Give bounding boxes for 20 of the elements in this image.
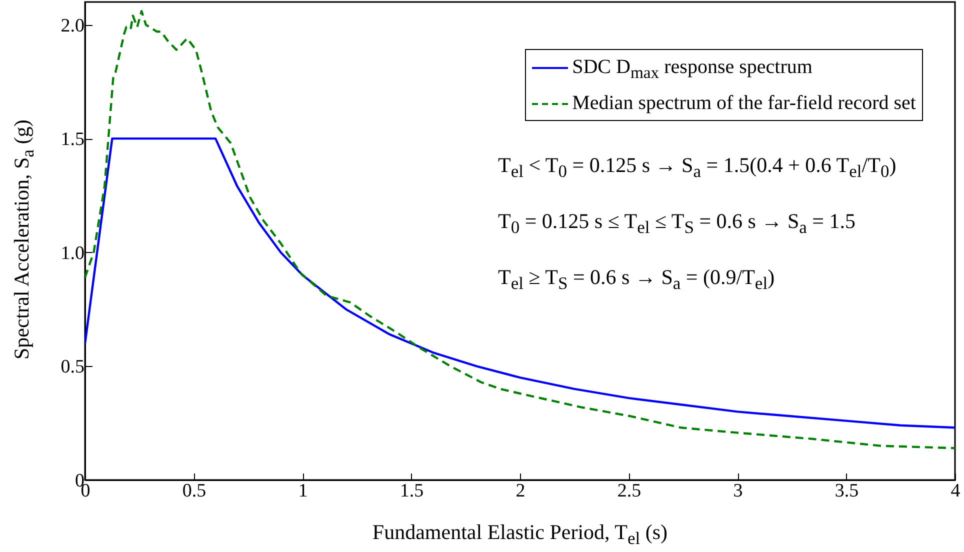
y-tick-label: 1.5 (60, 129, 84, 150)
y-tick-label: 2.0 (60, 15, 84, 36)
x-axis-title: Fundamental Elastic Period, T$_{el}$ (s) (371, 520, 669, 550)
text: T$_{el}$ ≥ T$_{S}$ = 0.6 s → S$_{a}$ = (0.9/T$_{el}$) (498, 265, 775, 294)
x-tick-label: 1 (298, 480, 308, 502)
y-tick-label: 0.5 (60, 356, 84, 378)
legend-label: Median spectrum of the far-field record set (571, 91, 916, 116)
y-tick-label: 1.0 (60, 242, 84, 264)
x-tick-label: 4 (950, 480, 961, 502)
x-tick-label: 0.5 (182, 480, 206, 502)
x-tick-label: 2 (516, 480, 526, 502)
legend-label: SDC D$_{max}$ response spectrum (571, 55, 814, 84)
text: T$_{el}$ < T$_{0}$ = 0.125 s → S$_{a}$ = 1.5(0.4 + 0.6 T$_{el}$/T$_{0}$) (498, 153, 896, 182)
text: T$_{0}$ = 0.125 s ≤ T$_{el}$ ≤ T$_{S}$ = 0.6 s → S$_{a}$ = 1.5 (498, 209, 856, 238)
x-tick-label: 1.5 (400, 480, 424, 502)
line-series (85, 137, 955, 429)
x-tick-label: 3.5 (834, 480, 859, 502)
x-tick-label: 3 (733, 480, 743, 502)
line-series (85, 10, 955, 450)
x-tick-label: 2.5 (617, 480, 642, 502)
